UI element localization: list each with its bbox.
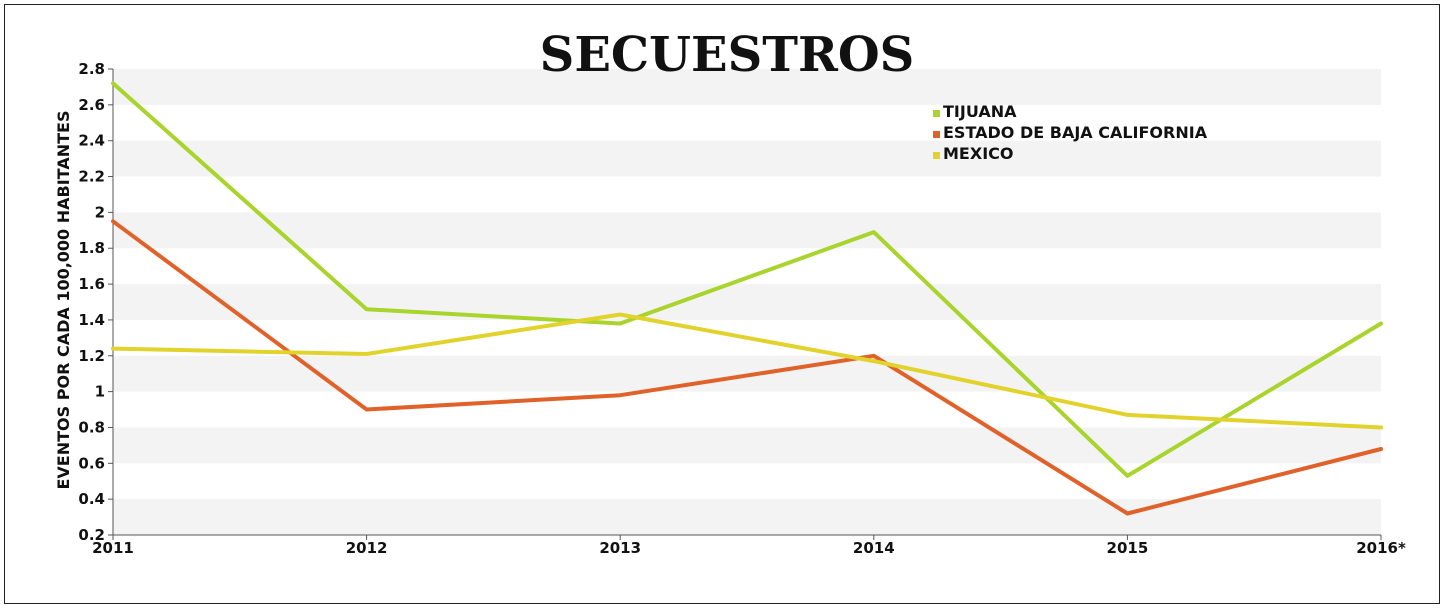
legend-swatch [933, 131, 940, 138]
y-tick-label: 2.2 [78, 168, 105, 186]
y-tick-label: 2.8 [78, 60, 105, 78]
y-tick-label: 1.6 [78, 275, 105, 293]
grid-band [113, 140, 1381, 177]
y-tick-label: 0.6 [78, 454, 105, 472]
grid-band [113, 284, 1381, 320]
y-tick-label: 2.6 [78, 96, 105, 114]
x-tick-label: 2012 [346, 539, 388, 557]
series-line-estado-de-baja-california [111, 219, 1383, 516]
x-ticks: 2011 2012 2013 2014 2015 2016* [92, 535, 1406, 557]
chart-svg: SECUESTROS EVENTOS POR CADA 100,000 HABI… [54, 27, 1406, 557]
legend-swatch [933, 152, 940, 159]
y-tick-label: 1.8 [78, 239, 105, 257]
y-tick-label: 1.2 [78, 347, 105, 365]
x-tick-label: 2011 [92, 539, 134, 557]
x-tick-label: 2015 [1107, 539, 1149, 557]
x-tick-label: 2013 [599, 539, 641, 557]
grid-bands [113, 69, 1381, 535]
grid-band [113, 427, 1381, 464]
grid-band [113, 212, 1381, 249]
grid-band [113, 499, 1381, 535]
y-tick-label: 2.4 [78, 132, 105, 150]
y-tick-label: 0.4 [78, 490, 105, 508]
series-line-tijuana [111, 81, 1383, 478]
x-tick-label: 2016* [1356, 539, 1406, 557]
axes [112, 69, 1381, 536]
y-tick-label: 1 [95, 383, 105, 401]
series-lines [111, 81, 1383, 516]
y-tick-label: 0.8 [78, 418, 105, 436]
y-ticks: 0.2 0.4 0.6 0.8 1 1.2 1.4 1.6 1.8 2 2.2 2.4 2.6 2.8 [78, 60, 113, 544]
grid-band [113, 69, 1381, 105]
legend: TIJUANA ESTADO DE BAJA CALIFORNIA MEXICO [933, 102, 1208, 163]
series-line-mexico [111, 312, 1383, 430]
legend-label: ESTADO DE BAJA CALIFORNIA [943, 123, 1208, 142]
legend-label: MEXICO [943, 144, 1013, 163]
y-tick-label: 1.4 [78, 311, 105, 329]
y-axis-label: EVENTOS POR CADA 100,000 HABITANTES [54, 111, 73, 490]
y-tick-label: 0.2 [78, 526, 105, 544]
y-tick-label: 2 [95, 203, 105, 221]
chart-title: SECUESTROS [540, 27, 915, 83]
x-tick-label: 2014 [853, 539, 895, 557]
legend-swatch [933, 110, 940, 117]
chart-frame: SECUESTROS EVENTOS POR CADA 100,000 HABI… [4, 4, 1440, 604]
legend-label: TIJUANA [943, 102, 1017, 121]
